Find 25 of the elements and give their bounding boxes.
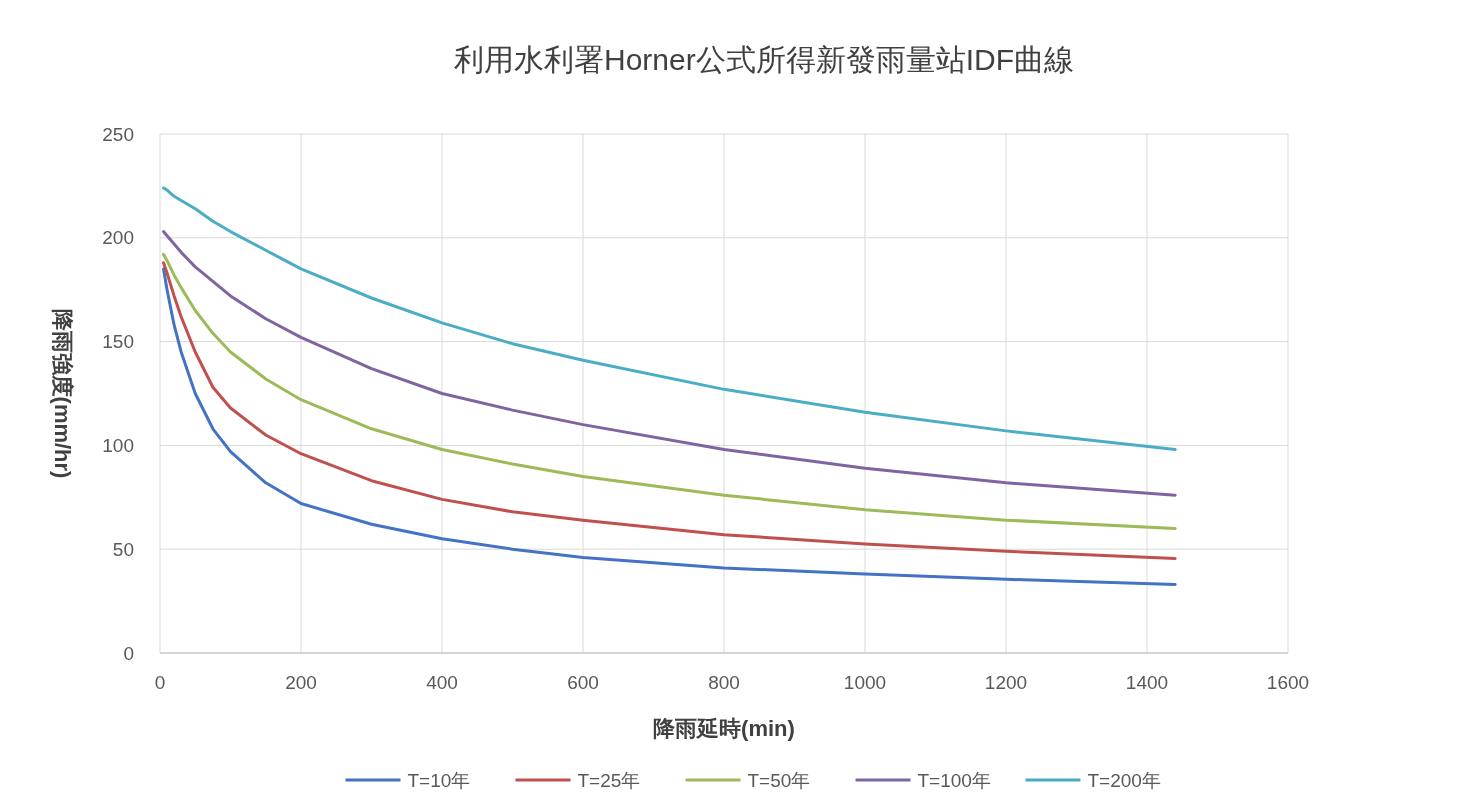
x-tick-label: 200 [285,672,317,693]
x-tick-label: 1400 [1125,672,1169,693]
y-tick-label: 200 [102,227,134,249]
x-tick-label: 800 [708,672,740,693]
x-tick-label: 1600 [1266,672,1310,693]
legend-label: T=50年 [747,769,811,791]
x-axis-title: 降雨延時(min) [653,716,795,741]
y-tick-label: 0 [123,642,134,664]
line-series [162,186,1177,452]
legend-label: T=100年 [917,769,991,791]
y-tick-label: 250 [102,123,134,145]
x-tick-label: 0 [154,672,166,693]
y-tick-label: 100 [102,435,134,457]
x-tick-label: 1200 [984,672,1028,693]
y-axis-title: 降雨強度(mm/hr) [50,308,75,479]
chart-title: 利用水利署Horner公式所得新發雨量站IDF曲線 [453,43,1075,76]
line-series [162,230,1177,497]
x-tick-label: 1000 [843,672,887,693]
x-tick-label: 400 [426,672,458,693]
x-tick-label: 600 [567,672,599,693]
legend-label: T=25年 [577,769,641,791]
y-tick-label: 150 [102,331,134,353]
legend-label: T=200年 [1087,769,1161,791]
y-tick-label: 50 [112,538,134,560]
legend-label: T=10年 [407,769,471,791]
